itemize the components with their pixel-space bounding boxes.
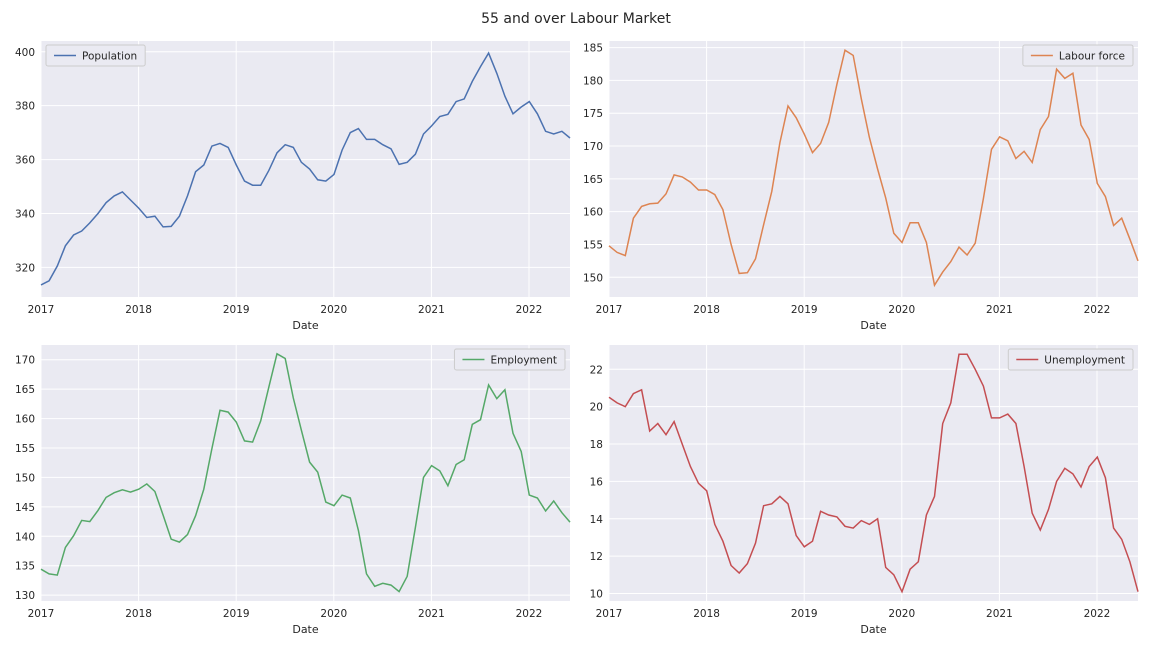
subplot-labour-force: 150 155 160 165 170 175 180 185 2017 2018 2019 202…	[583, 41, 1139, 332]
y-tick-label: 22	[590, 364, 603, 376]
y-tick-label: 10	[590, 589, 603, 601]
y-tick-label: 135	[15, 561, 35, 573]
x-tick-label: 2020	[888, 304, 915, 316]
plot-area	[41, 345, 570, 601]
legend: Unemployment	[1007, 348, 1134, 371]
subplot-employment: 130 135 140 145 150 155 160 165 170 2017 2018 2019…	[15, 345, 571, 636]
legend-label: Population	[82, 51, 137, 63]
x-tick-label: 2022	[1084, 608, 1111, 620]
x-tick-label: 2020	[320, 304, 347, 316]
x-tick-label: 2018	[693, 304, 720, 316]
plot-area	[41, 41, 570, 297]
x-tick-labels: 2017 2018 2019 2020 2021 2022	[596, 608, 1111, 620]
y-tick-label: 16	[590, 476, 604, 488]
x-tick-label: 2018	[693, 608, 720, 620]
x-tick-label: 2021	[986, 608, 1013, 620]
y-tick-label: 185	[583, 43, 603, 55]
x-axis-label: Date	[860, 319, 887, 332]
y-tick-label: 320	[15, 262, 35, 274]
y-tick-label: 150	[583, 272, 603, 284]
legend-label: Unemployment	[1044, 355, 1125, 367]
legend-label: Labour force	[1059, 51, 1125, 63]
x-tick-label: 2020	[888, 608, 915, 620]
y-tick-label: 14	[590, 514, 604, 526]
x-tick-label: 2017	[28, 304, 55, 316]
series-line	[40, 352, 571, 593]
legend: Labour force	[1022, 44, 1134, 67]
x-axis-label: Date	[860, 623, 887, 636]
plot-area	[609, 41, 1138, 297]
x-tick-label: 2021	[418, 608, 445, 620]
legend: Population	[45, 44, 146, 67]
y-tick-label: 180	[583, 75, 603, 87]
y-tick-label: 140	[15, 531, 35, 543]
y-tick-label: 360	[15, 155, 35, 167]
x-tick-label: 2017	[596, 304, 623, 316]
y-tick-label: 12	[590, 551, 603, 563]
x-tick-label: 2018	[125, 608, 152, 620]
x-tick-label: 2017	[596, 608, 623, 620]
y-tick-labels: 320 340 360 380 400	[15, 47, 35, 275]
series-line	[40, 51, 571, 286]
y-tick-label: 160	[583, 207, 603, 219]
y-tick-label: 155	[15, 443, 35, 455]
y-tick-label: 170	[15, 355, 35, 367]
y-tick-label: 170	[583, 141, 603, 153]
y-tick-labels: 10 12 14 16 18 20 22	[590, 364, 604, 600]
legend-box	[453, 348, 566, 371]
x-tick-label: 2020	[320, 608, 347, 620]
subplot-population: 320 340 360 380 400 2017 2018 2019 2020 2021 2022…	[15, 41, 571, 332]
y-tick-label: 165	[15, 384, 35, 396]
x-tick-label: 2019	[791, 304, 818, 316]
x-axis-label: Date	[292, 623, 319, 636]
grid	[608, 41, 1138, 297]
x-tick-label: 2019	[223, 304, 250, 316]
y-tick-label: 160	[15, 414, 35, 426]
x-tick-label: 2022	[1084, 304, 1111, 316]
x-tick-label: 2022	[516, 304, 543, 316]
y-tick-label: 165	[583, 174, 603, 186]
legend: Employment	[453, 348, 566, 371]
plot-area	[609, 345, 1138, 601]
y-tick-label: 145	[15, 502, 35, 514]
y-tick-label: 400	[15, 47, 35, 59]
y-tick-label: 130	[15, 590, 35, 602]
grid	[608, 345, 1138, 601]
figure-title: 55 and over Labour Market	[481, 11, 671, 27]
y-tick-label: 18	[590, 439, 603, 451]
x-tick-label: 2021	[986, 304, 1013, 316]
y-tick-label: 380	[15, 101, 35, 113]
y-tick-label: 150	[15, 472, 35, 484]
x-axis-label: Date	[292, 319, 319, 332]
x-tick-label: 2019	[223, 608, 250, 620]
y-tick-label: 340	[15, 208, 35, 220]
legend-box	[1022, 44, 1134, 67]
x-tick-label: 2017	[28, 608, 55, 620]
x-tick-labels: 2017 2018 2019 2020 2021 2022	[596, 304, 1111, 316]
y-tick-label: 155	[583, 239, 603, 251]
y-tick-label: 20	[590, 402, 603, 414]
x-tick-labels: 2017 2018 2019 2020 2021 2022	[28, 608, 543, 620]
y-tick-label: 175	[583, 108, 603, 120]
legend-box	[1007, 348, 1134, 371]
series-line	[608, 49, 1139, 288]
x-tick-labels: 2017 2018 2019 2020 2021 2022	[28, 304, 543, 316]
x-tick-label: 2022	[516, 608, 543, 620]
y-tick-labels: 150 155 160 165 170 175 180 185	[583, 43, 603, 285]
x-tick-label: 2019	[791, 608, 818, 620]
legend-label: Employment	[490, 355, 557, 367]
x-tick-label: 2021	[418, 304, 445, 316]
series-line	[608, 353, 1139, 594]
x-tick-label: 2018	[125, 304, 152, 316]
y-tick-labels: 130 135 140 145 150 155 160 165 170	[15, 355, 35, 602]
legend-box	[45, 44, 146, 67]
grid	[40, 345, 570, 601]
